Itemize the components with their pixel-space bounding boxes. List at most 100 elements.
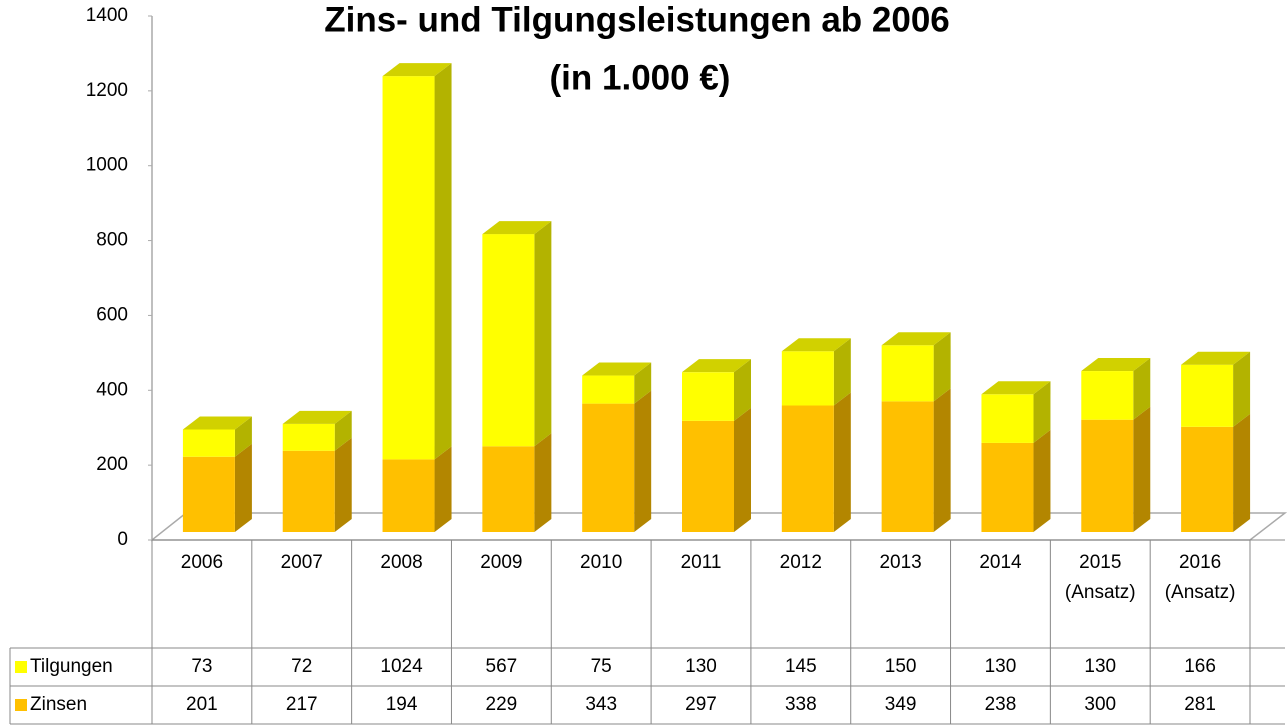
- legend-label: Zinsen: [30, 694, 87, 715]
- bar-top: [682, 359, 751, 373]
- table-value: 130: [685, 656, 717, 677]
- bar-side: [1033, 381, 1051, 443]
- bar: [981, 442, 1034, 532]
- y-tick-label: 200: [96, 454, 128, 475]
- bar-side: [234, 416, 252, 457]
- y-tick-label: 1400: [86, 5, 128, 26]
- bar-side: [734, 359, 751, 421]
- bar-side: [234, 443, 252, 532]
- bar-top: [981, 381, 1051, 395]
- bar-top: [182, 416, 252, 430]
- table-value: 238: [985, 694, 1017, 715]
- y-tick-label: 800: [96, 230, 128, 251]
- bar-top: [781, 338, 851, 352]
- table-value: 338: [785, 694, 817, 715]
- bar: [482, 446, 535, 532]
- bar: [881, 345, 934, 402]
- table-value: 300: [1084, 694, 1116, 715]
- bar-top: [1081, 358, 1151, 372]
- x-tick-label: 2015 (Ansatz): [1065, 552, 1136, 603]
- x-tick-label: 2016 (Ansatz): [1165, 552, 1236, 603]
- bar-top: [1181, 351, 1251, 365]
- bar: [482, 234, 535, 447]
- bar: [382, 76, 435, 460]
- table-value: 73: [191, 656, 212, 677]
- x-tick-label: 2010: [580, 552, 622, 573]
- table-value: 145: [785, 656, 817, 677]
- bar-side: [933, 332, 951, 402]
- y-tick-label: 600: [96, 304, 128, 325]
- x-tick-label: 2006: [181, 552, 223, 573]
- bar: [382, 459, 435, 532]
- bar: [1081, 419, 1134, 532]
- bar: [781, 405, 834, 532]
- bar: [182, 429, 235, 457]
- bar: [1081, 371, 1134, 420]
- table-value: 201: [186, 694, 218, 715]
- bar-side: [534, 221, 552, 447]
- table-value: 194: [386, 694, 418, 715]
- table-value: 130: [1084, 656, 1116, 677]
- table-value: 166: [1184, 656, 1216, 677]
- bar-side: [634, 390, 652, 532]
- bar: [981, 394, 1034, 443]
- bar-top: [582, 362, 652, 376]
- bar-side: [534, 433, 552, 532]
- bar: [1181, 364, 1234, 427]
- table-value: 349: [885, 694, 917, 715]
- bar-top: [282, 410, 352, 424]
- table-value: 281: [1184, 694, 1216, 715]
- bar-side: [933, 388, 951, 532]
- bar-side: [833, 338, 851, 406]
- table-value: 75: [591, 656, 612, 677]
- table-value: 130: [985, 656, 1017, 677]
- y-tick-label: 1000: [86, 155, 128, 176]
- table-value: 567: [486, 656, 518, 677]
- table-value: 150: [885, 656, 917, 677]
- bar-side: [634, 362, 652, 404]
- x-tick-label: 2007: [281, 552, 323, 573]
- bar: [182, 456, 235, 532]
- chart-subtitle: (in 1.000 €): [550, 58, 731, 97]
- bar-side: [734, 407, 751, 532]
- bar-side: [434, 63, 452, 460]
- bar-side: [1233, 413, 1251, 532]
- x-tick-label: 2011: [681, 552, 722, 573]
- table-value: 297: [685, 694, 717, 715]
- y-tick-label: 0: [117, 529, 128, 550]
- bar-side: [334, 437, 352, 532]
- bar: [282, 450, 335, 532]
- y-tick-label: 1200: [86, 80, 128, 101]
- table-value: 343: [585, 694, 617, 715]
- y-tick-label: 400: [96, 379, 128, 400]
- bar-side: [434, 446, 452, 532]
- bar-top: [881, 332, 951, 346]
- bar-side: [833, 392, 851, 532]
- table-value: 72: [291, 656, 312, 677]
- bar-side: [1133, 406, 1151, 532]
- bar: [781, 351, 834, 406]
- bar: [1181, 426, 1234, 532]
- chart-title: Zins- und Tilgungsleistungen ab 2006: [324, 0, 950, 39]
- bar: [881, 401, 934, 532]
- bar: [682, 420, 734, 532]
- bar: [582, 375, 635, 404]
- bar-top: [382, 63, 452, 77]
- bar-top: [482, 221, 552, 235]
- bar-side: [1033, 429, 1051, 532]
- bar-side: [1133, 358, 1151, 420]
- x-tick-label: 2013: [879, 552, 921, 573]
- bar-side: [1233, 351, 1251, 427]
- x-tick-label: 2012: [780, 552, 822, 573]
- x-tick-label: 2014: [979, 552, 1022, 573]
- table-value: 1024: [380, 656, 423, 677]
- x-tick-label: 2009: [480, 552, 522, 573]
- legend-label: Tilgungen: [30, 656, 113, 677]
- legend-swatch: [15, 661, 27, 673]
- table-value: 217: [286, 694, 318, 715]
- bar: [282, 423, 335, 451]
- legend-swatch: [15, 699, 27, 711]
- bar-side: [334, 410, 352, 451]
